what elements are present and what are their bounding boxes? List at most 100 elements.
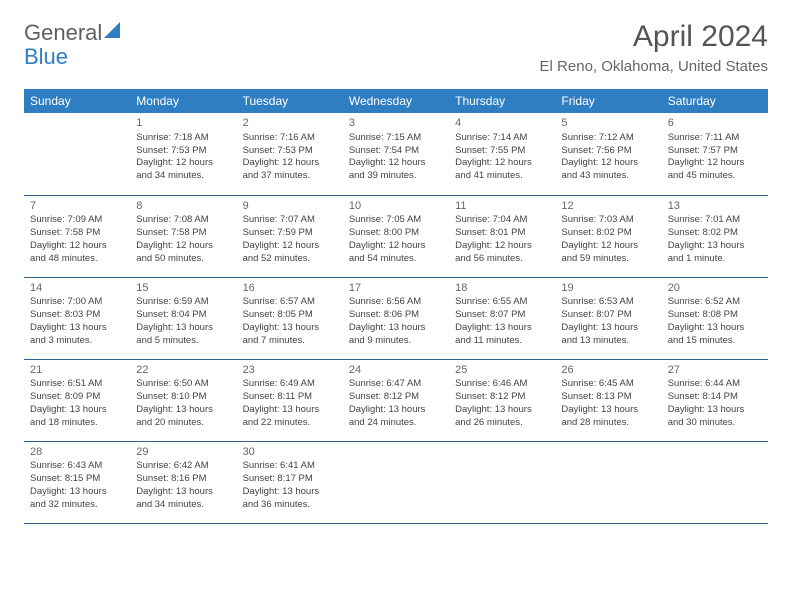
header: General April 2024 El Reno, Oklahoma, Un… [24, 20, 768, 75]
calendar-day-cell: 30Sunrise: 6:41 AMSunset: 8:17 PMDayligh… [237, 441, 343, 523]
calendar-week-row: 14Sunrise: 7:00 AMSunset: 8:03 PMDayligh… [24, 277, 768, 359]
sunset-line: Sunset: 8:12 PM [455, 391, 549, 404]
day-header: Sunday [24, 89, 130, 113]
sunset-line: Sunset: 8:16 PM [136, 473, 230, 486]
sunrise-line: Sunrise: 6:59 AM [136, 296, 230, 309]
day-number: 15 [136, 281, 230, 296]
daylight-line: Daylight: 13 hours and 15 minutes. [668, 322, 762, 348]
day-number: 8 [136, 199, 230, 214]
logo-text-2: Blue [24, 44, 68, 69]
sunset-line: Sunset: 8:09 PM [30, 391, 124, 404]
calendar-day-cell: 15Sunrise: 6:59 AMSunset: 8:04 PMDayligh… [130, 277, 236, 359]
daylight-line: Daylight: 12 hours and 43 minutes. [561, 157, 655, 183]
calendar-day-cell [343, 441, 449, 523]
sunset-line: Sunset: 8:15 PM [30, 473, 124, 486]
day-number: 26 [561, 363, 655, 378]
logo-text-2-wrapper: Blue [24, 44, 68, 70]
sunrise-line: Sunrise: 6:57 AM [243, 296, 337, 309]
sunrise-line: Sunrise: 6:51 AM [30, 378, 124, 391]
daylight-line: Daylight: 13 hours and 9 minutes. [349, 322, 443, 348]
day-number: 20 [668, 281, 762, 296]
sunset-line: Sunset: 8:06 PM [349, 309, 443, 322]
sunrise-line: Sunrise: 6:46 AM [455, 378, 549, 391]
sunset-line: Sunset: 8:07 PM [455, 309, 549, 322]
calendar-day-cell: 29Sunrise: 6:42 AMSunset: 8:16 PMDayligh… [130, 441, 236, 523]
calendar-day-cell: 6Sunrise: 7:11 AMSunset: 7:57 PMDaylight… [662, 113, 768, 195]
day-number: 25 [455, 363, 549, 378]
sunrise-line: Sunrise: 7:18 AM [136, 132, 230, 145]
sunrise-line: Sunrise: 7:03 AM [561, 214, 655, 227]
day-number: 19 [561, 281, 655, 296]
day-number: 10 [349, 199, 443, 214]
sunset-line: Sunset: 8:02 PM [668, 227, 762, 240]
sunset-line: Sunset: 8:05 PM [243, 309, 337, 322]
calendar-day-cell: 24Sunrise: 6:47 AMSunset: 8:12 PMDayligh… [343, 359, 449, 441]
calendar-day-cell: 7Sunrise: 7:09 AMSunset: 7:58 PMDaylight… [24, 195, 130, 277]
daylight-line: Daylight: 12 hours and 39 minutes. [349, 157, 443, 183]
calendar-day-cell: 19Sunrise: 6:53 AMSunset: 8:07 PMDayligh… [555, 277, 661, 359]
daylight-line: Daylight: 12 hours and 59 minutes. [561, 240, 655, 266]
sunset-line: Sunset: 7:54 PM [349, 145, 443, 158]
sunrise-line: Sunrise: 7:11 AM [668, 132, 762, 145]
calendar-day-cell [24, 113, 130, 195]
day-header-row: SundayMondayTuesdayWednesdayThursdayFrid… [24, 89, 768, 113]
calendar-body: 1Sunrise: 7:18 AMSunset: 7:53 PMDaylight… [24, 113, 768, 523]
sunset-line: Sunset: 8:12 PM [349, 391, 443, 404]
calendar-day-cell: 18Sunrise: 6:55 AMSunset: 8:07 PMDayligh… [449, 277, 555, 359]
day-number: 5 [561, 116, 655, 131]
daylight-line: Daylight: 13 hours and 5 minutes. [136, 322, 230, 348]
location-label: El Reno, Oklahoma, United States [540, 58, 768, 75]
day-header: Thursday [449, 89, 555, 113]
sunrise-line: Sunrise: 7:01 AM [668, 214, 762, 227]
daylight-line: Daylight: 13 hours and 20 minutes. [136, 404, 230, 430]
daylight-line: Daylight: 13 hours and 26 minutes. [455, 404, 549, 430]
sunrise-line: Sunrise: 7:15 AM [349, 132, 443, 145]
sunset-line: Sunset: 7:58 PM [136, 227, 230, 240]
daylight-line: Daylight: 13 hours and 32 minutes. [30, 486, 124, 512]
calendar-day-cell: 20Sunrise: 6:52 AMSunset: 8:08 PMDayligh… [662, 277, 768, 359]
daylight-line: Daylight: 13 hours and 24 minutes. [349, 404, 443, 430]
sunset-line: Sunset: 7:58 PM [30, 227, 124, 240]
daylight-line: Daylight: 12 hours and 52 minutes. [243, 240, 337, 266]
sunset-line: Sunset: 8:00 PM [349, 227, 443, 240]
calendar-day-cell: 14Sunrise: 7:00 AMSunset: 8:03 PMDayligh… [24, 277, 130, 359]
daylight-line: Daylight: 13 hours and 11 minutes. [455, 322, 549, 348]
calendar-day-cell: 2Sunrise: 7:16 AMSunset: 7:53 PMDaylight… [237, 113, 343, 195]
daylight-line: Daylight: 12 hours and 45 minutes. [668, 157, 762, 183]
sunset-line: Sunset: 8:17 PM [243, 473, 337, 486]
daylight-line: Daylight: 12 hours and 48 minutes. [30, 240, 124, 266]
daylight-line: Daylight: 13 hours and 34 minutes. [136, 486, 230, 512]
calendar-day-cell: 27Sunrise: 6:44 AMSunset: 8:14 PMDayligh… [662, 359, 768, 441]
calendar-day-cell: 3Sunrise: 7:15 AMSunset: 7:54 PMDaylight… [343, 113, 449, 195]
calendar-week-row: 28Sunrise: 6:43 AMSunset: 8:15 PMDayligh… [24, 441, 768, 523]
calendar-day-cell: 17Sunrise: 6:56 AMSunset: 8:06 PMDayligh… [343, 277, 449, 359]
sunrise-line: Sunrise: 6:43 AM [30, 460, 124, 473]
sunrise-line: Sunrise: 6:42 AM [136, 460, 230, 473]
daylight-line: Daylight: 13 hours and 13 minutes. [561, 322, 655, 348]
sunrise-line: Sunrise: 6:50 AM [136, 378, 230, 391]
day-number: 1 [136, 116, 230, 131]
day-number: 30 [243, 445, 337, 460]
sunrise-line: Sunrise: 6:52 AM [668, 296, 762, 309]
sunset-line: Sunset: 8:08 PM [668, 309, 762, 322]
day-number: 18 [455, 281, 549, 296]
day-number: 27 [668, 363, 762, 378]
sunrise-line: Sunrise: 7:09 AM [30, 214, 124, 227]
sunset-line: Sunset: 8:14 PM [668, 391, 762, 404]
logo-text-1: General [24, 20, 102, 46]
sunset-line: Sunset: 8:11 PM [243, 391, 337, 404]
daylight-line: Daylight: 12 hours and 37 minutes. [243, 157, 337, 183]
sunset-line: Sunset: 7:57 PM [668, 145, 762, 158]
day-number: 11 [455, 199, 549, 214]
daylight-line: Daylight: 12 hours and 50 minutes. [136, 240, 230, 266]
day-number: 29 [136, 445, 230, 460]
day-header: Friday [555, 89, 661, 113]
sunset-line: Sunset: 8:07 PM [561, 309, 655, 322]
calendar-day-cell [555, 441, 661, 523]
sunrise-line: Sunrise: 7:05 AM [349, 214, 443, 227]
daylight-line: Daylight: 13 hours and 3 minutes. [30, 322, 124, 348]
sunset-line: Sunset: 7:55 PM [455, 145, 549, 158]
calendar-day-cell: 1Sunrise: 7:18 AMSunset: 7:53 PMDaylight… [130, 113, 236, 195]
calendar-day-cell: 12Sunrise: 7:03 AMSunset: 8:02 PMDayligh… [555, 195, 661, 277]
day-number: 14 [30, 281, 124, 296]
